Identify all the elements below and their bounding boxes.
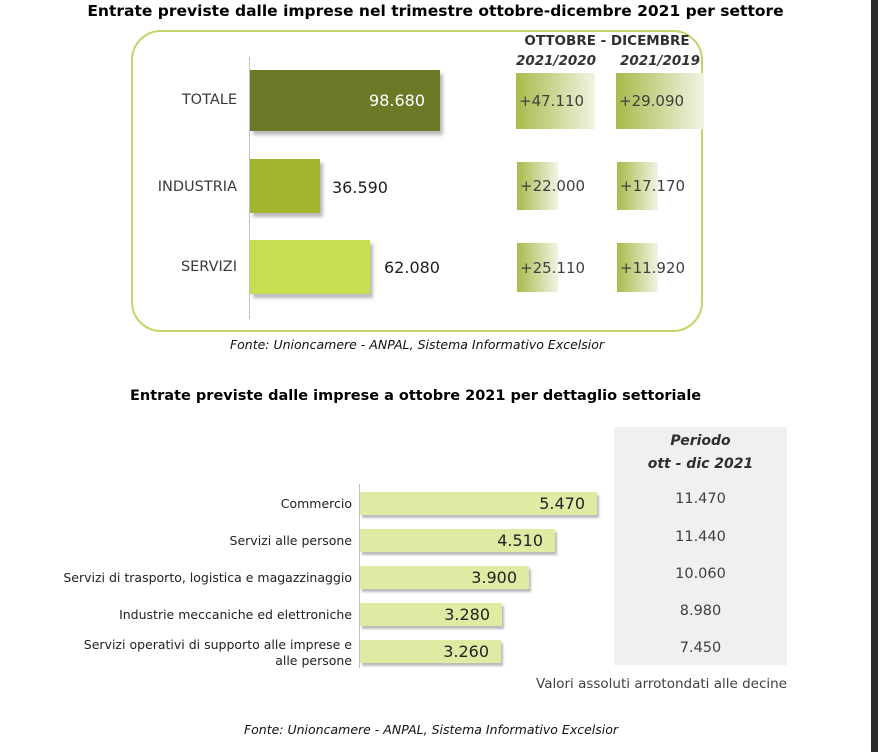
period-panel-header-line2: ott - dic 2021 [647, 456, 754, 472]
category-label-operativi: Servizi operativi di supporto alle impre… [83, 637, 352, 668]
bar-value-servizi: 62.080 [384, 258, 440, 277]
comparison-column-2021-2019: 2021/2019 [619, 53, 701, 69]
bar-trasporto: 3.900 [360, 566, 529, 589]
period-value-meccaniche: 8.980 [679, 603, 722, 619]
category-label-servizi-persone: Servizi alle persone [229, 533, 352, 548]
comparison-value: +22.000 [520, 177, 586, 195]
category-label-meccaniche: Industrie meccaniche ed elettroniche [119, 607, 352, 622]
period-value-servizi-persone: 11.440 [675, 529, 726, 545]
comparison-cell-servizi-2020: +25.110 [517, 243, 585, 292]
bottom-chart-title: Entrate previste dalle imprese a ottobre… [130, 388, 702, 404]
bar-industria [250, 159, 320, 213]
bar-value-industria: 36.590 [332, 178, 388, 197]
category-label-industria: INDUSTRIA [157, 179, 237, 195]
category-label-trasporto: Servizi di trasporto, logistica e magazz… [63, 570, 352, 585]
rounding-note: Valori assoluti arrotondati alle decine [536, 676, 787, 692]
comparison-cell-totale-2020: +47.110 [516, 73, 595, 129]
comparison-cell-industria-2019: +17.170 [617, 162, 685, 210]
comparison-period-header: OTTOBRE - DICEMBRE [524, 33, 690, 49]
top-chart-source: Fonte: Unioncamere - ANPAL, Sistema Info… [229, 337, 605, 352]
comparison-cell-totale-2019: +29.090 [616, 73, 704, 129]
comparison-value: +11.920 [620, 258, 686, 277]
bottom-chart-axis [359, 484, 360, 668]
bar-value-commercio: 5.470 [539, 494, 585, 513]
comparison-value: +29.090 [619, 92, 685, 110]
bar-value-totale: 98.680 [369, 91, 425, 110]
category-label-commercio: Commercio [280, 496, 352, 511]
window-edge [871, 0, 878, 752]
bar-value-operativi: 3.260 [443, 642, 489, 661]
bar-value-servizi-persone: 4.510 [497, 531, 543, 550]
comparison-value: +47.110 [519, 92, 585, 110]
period-panel [614, 427, 787, 665]
bar-totale: 98.680 [250, 70, 440, 131]
bar-operativi: 3.260 [360, 640, 501, 663]
bar-commercio: 5.470 [360, 492, 597, 515]
category-label-totale: TOTALE [181, 92, 237, 108]
category-label-servizi: SERVIZI [180, 259, 237, 275]
period-value-operativi: 7.450 [679, 640, 722, 656]
bar-meccaniche: 3.280 [360, 603, 502, 626]
period-panel-header-line1: Periodo [670, 433, 731, 449]
bar-value-trasporto: 3.900 [471, 568, 517, 587]
top-chart-axis [249, 57, 250, 319]
comparison-column-2021-2020: 2021/2020 [515, 53, 597, 69]
comparison-value: +25.110 [520, 258, 586, 277]
top-chart-title: Entrate previste dalle imprese nel trime… [87, 2, 784, 20]
comparison-cell-industria-2020: +22.000 [517, 162, 585, 210]
comparison-cell-servizi-2019: +11.920 [617, 243, 685, 292]
bottom-chart-source: Fonte: Unioncamere - ANPAL, Sistema Info… [243, 722, 619, 737]
bar-servizi [250, 240, 370, 294]
bar-servizi-persone: 4.510 [360, 529, 555, 552]
bar-value-meccaniche: 3.280 [444, 605, 490, 624]
period-value-commercio: 11.470 [675, 491, 726, 507]
comparison-value: +17.170 [620, 177, 686, 195]
period-value-trasporto: 10.060 [675, 566, 726, 582]
